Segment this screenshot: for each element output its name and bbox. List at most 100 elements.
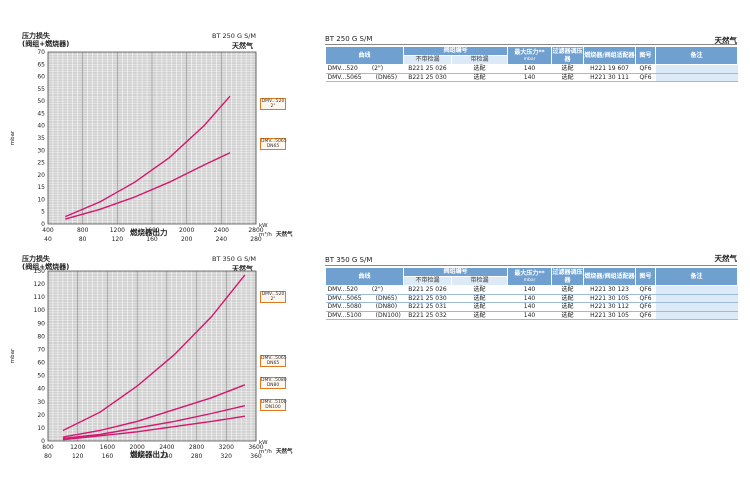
curve-tag: DMV...5065 DN65 bbox=[260, 138, 287, 150]
model-name: DMV...5065 bbox=[327, 73, 362, 81]
plot-frame bbox=[47, 270, 257, 442]
model-size: (2") bbox=[371, 65, 384, 72]
x-tick-kw-label: 2800 bbox=[248, 227, 263, 234]
x-tick-kw-label: 1600 bbox=[144, 227, 159, 234]
x-tick-kw-label: 2000 bbox=[130, 444, 145, 451]
cell-model: DMV...5100 (DN100) bbox=[325, 311, 404, 320]
x-tick-kw-label: 1600 bbox=[100, 444, 115, 451]
col-with-leak: 带检漏 bbox=[450, 276, 509, 286]
x-tick-m3-label: 80 bbox=[44, 453, 52, 460]
cell-leak: 选配 bbox=[451, 285, 508, 295]
cell-note bbox=[655, 64, 738, 74]
y-tick-label: 30 bbox=[37, 399, 45, 406]
table-row: DMV...5065 (DN65) B221 25 030 选配 140 选配 H221 3… bbox=[325, 73, 738, 82]
cell-code: B221 25 026 bbox=[403, 285, 452, 295]
model-size: (DN80) bbox=[375, 303, 398, 310]
cell-adapter: H221 19 607 bbox=[583, 64, 636, 74]
col-no-leak: 不带检漏 bbox=[403, 55, 452, 65]
series-line bbox=[62, 415, 246, 441]
col-valve-group: 阀组编号 bbox=[402, 46, 509, 56]
series-line bbox=[62, 384, 246, 438]
y-tick-label: 70 bbox=[37, 49, 45, 56]
cell-model: DMV...5065 (DN65) bbox=[325, 294, 404, 303]
cell-pressure: 140 bbox=[507, 302, 552, 312]
col-adapter: 燃烧器/阀组适配器 bbox=[583, 46, 637, 65]
cell-model: DMV...520 (2") bbox=[325, 285, 404, 295]
series-line bbox=[65, 152, 231, 220]
cell-diagram: QF6 bbox=[635, 73, 656, 82]
x-axis-label: 燃烧器出力 bbox=[130, 450, 168, 459]
x-tick-m3-label: 320 bbox=[221, 453, 233, 460]
y-tick-label: 40 bbox=[37, 386, 45, 393]
chart-title: 压力损失 (阀组+燃烧器) bbox=[22, 32, 70, 48]
table-row: DMV...5100 (DN100) B221 25 032 选配 140 选配 H221 … bbox=[325, 311, 738, 320]
cell-code: B221 25 030 bbox=[403, 73, 452, 82]
col-filter: 过滤器调压器 bbox=[551, 267, 585, 286]
cell-adapter: H221 30 105 bbox=[583, 311, 636, 320]
model-name: DMV...5080 bbox=[327, 303, 362, 310]
y-tick-label: 10 bbox=[37, 196, 45, 203]
col-note: 备注 bbox=[655, 46, 739, 65]
curve-tag: DMV...5100 DN100 bbox=[260, 399, 287, 411]
x-unit-kw: kW bbox=[259, 223, 268, 229]
cell-pressure: 140 bbox=[507, 73, 552, 82]
cell-note bbox=[655, 294, 738, 303]
x-tick-m3-label: 280 bbox=[191, 453, 203, 460]
x-unit-gas: 天然气 bbox=[276, 230, 293, 238]
x-tick-kw-label: 2000 bbox=[179, 227, 194, 234]
y-tick-label: 20 bbox=[37, 412, 45, 419]
y-tick-label: 15 bbox=[37, 184, 45, 191]
cell-diagram: QF6 bbox=[635, 302, 656, 312]
cell-leak: 选配 bbox=[451, 311, 508, 320]
curve-tag: DMV...5065 DN65 bbox=[260, 355, 287, 367]
y-tick-label: 100 bbox=[34, 307, 46, 314]
model-size: (2") bbox=[371, 286, 384, 293]
cell-adapter: H221 30 105 bbox=[583, 294, 636, 303]
x-tick-m3-label: 160 bbox=[146, 236, 158, 243]
y-tick-label: 10 bbox=[37, 425, 45, 432]
cell-diagram: QF6 bbox=[635, 64, 656, 74]
chart-model: BT 250 G S/M bbox=[212, 32, 256, 40]
col-with-leak: 带检漏 bbox=[450, 55, 509, 65]
x-tick-m3-label: 120 bbox=[112, 236, 124, 243]
y-tick-label: 35 bbox=[37, 135, 45, 142]
divider bbox=[325, 44, 737, 45]
y-tick-label: 5 bbox=[41, 209, 45, 216]
x-tick-kw-label: 800 bbox=[77, 227, 89, 234]
y-tick-label: 60 bbox=[37, 360, 45, 367]
cell-leak: 选配 bbox=[451, 64, 508, 74]
y-tick-label: 130 bbox=[34, 268, 46, 275]
cell-pressure: 140 bbox=[507, 64, 552, 74]
y-tick-label: 0 bbox=[41, 221, 45, 228]
col-curve: 曲线 bbox=[325, 46, 404, 65]
cell-leak: 选配 bbox=[451, 294, 508, 303]
cell-filter: 选配 bbox=[551, 285, 584, 295]
cell-pressure: 140 bbox=[507, 311, 552, 320]
col-max-pressure: 最大压力** mbar bbox=[507, 267, 553, 286]
series-line bbox=[65, 95, 231, 218]
x-tick-m3-label: 280 bbox=[250, 236, 262, 243]
chart-plot: 0 5 10 15 20 25 30 35 40 45 50 55 60 65 70 400 800 1200 16… bbox=[10, 49, 293, 243]
y-tick-label: 0 bbox=[41, 438, 45, 445]
cell-leak: 选配 bbox=[451, 302, 508, 312]
chart-title: 压力损失 (阀组+燃烧器) bbox=[22, 255, 70, 271]
model-name: DMV...520 bbox=[327, 65, 358, 72]
table-title: BT 350 G S/M bbox=[325, 256, 373, 264]
chart-model: BT 350 G S/M bbox=[212, 255, 256, 263]
chart-bt350: 压力损失 (阀组+燃烧器) BT 350 G S/M 天然气 0 10 20 30 40 5… bbox=[0, 253, 300, 463]
plot-frame bbox=[47, 51, 257, 225]
table-row: DMV...520 (2") B221 25 026 选配 140 选配 H221 19 6… bbox=[325, 64, 738, 74]
y-unit-label: mbar bbox=[10, 348, 16, 363]
x-tick-m3-label: 80 bbox=[79, 236, 87, 243]
col-diagram: 图号 bbox=[635, 46, 657, 65]
model-name: DMV...520 bbox=[327, 286, 358, 293]
y-tick-label: 65 bbox=[37, 61, 45, 68]
cell-pressure: 140 bbox=[507, 285, 552, 295]
series-line bbox=[62, 274, 246, 432]
y-tick-label: 50 bbox=[37, 98, 45, 105]
col-filter: 过滤器调压器 bbox=[551, 46, 585, 65]
cell-note bbox=[655, 73, 738, 82]
cell-note bbox=[655, 285, 738, 295]
chart-gas: 天然气 bbox=[232, 42, 253, 50]
cell-adapter: H221 30 112 bbox=[583, 302, 636, 312]
